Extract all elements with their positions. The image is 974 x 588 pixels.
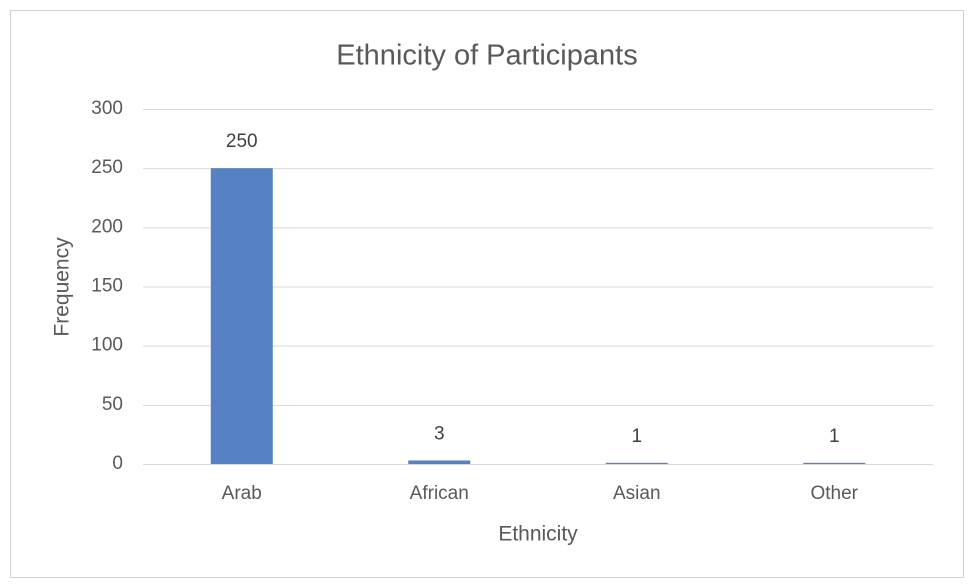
data-label: 3 <box>434 423 445 444</box>
bar <box>605 462 668 464</box>
y-axis-title: Frequency <box>51 237 74 337</box>
bar <box>408 460 471 464</box>
x-axis-title: Ethnicity <box>498 523 578 546</box>
y-tick-label: 150 <box>91 276 123 297</box>
y-tick-label: 100 <box>91 335 123 356</box>
data-label: 1 <box>829 426 840 447</box>
y-tick-label: 200 <box>91 216 123 237</box>
data-label: 1 <box>631 426 642 447</box>
x-tick-label: Asian <box>613 483 661 504</box>
y-tick-label: 300 <box>91 98 123 119</box>
y-tick-label: 50 <box>102 394 123 415</box>
x-tick-label: African <box>410 483 469 504</box>
x-tick-label: Other <box>810 483 858 504</box>
y-tick-label: 0 <box>112 453 123 474</box>
bar <box>210 168 273 464</box>
y-tick-label: 250 <box>91 157 123 178</box>
chart-title: Ethnicity of Participants <box>336 40 637 72</box>
x-tick-label: Arab <box>222 483 262 504</box>
chart-border <box>10 10 964 578</box>
data-label: 250 <box>226 131 258 152</box>
bar <box>803 462 866 464</box>
